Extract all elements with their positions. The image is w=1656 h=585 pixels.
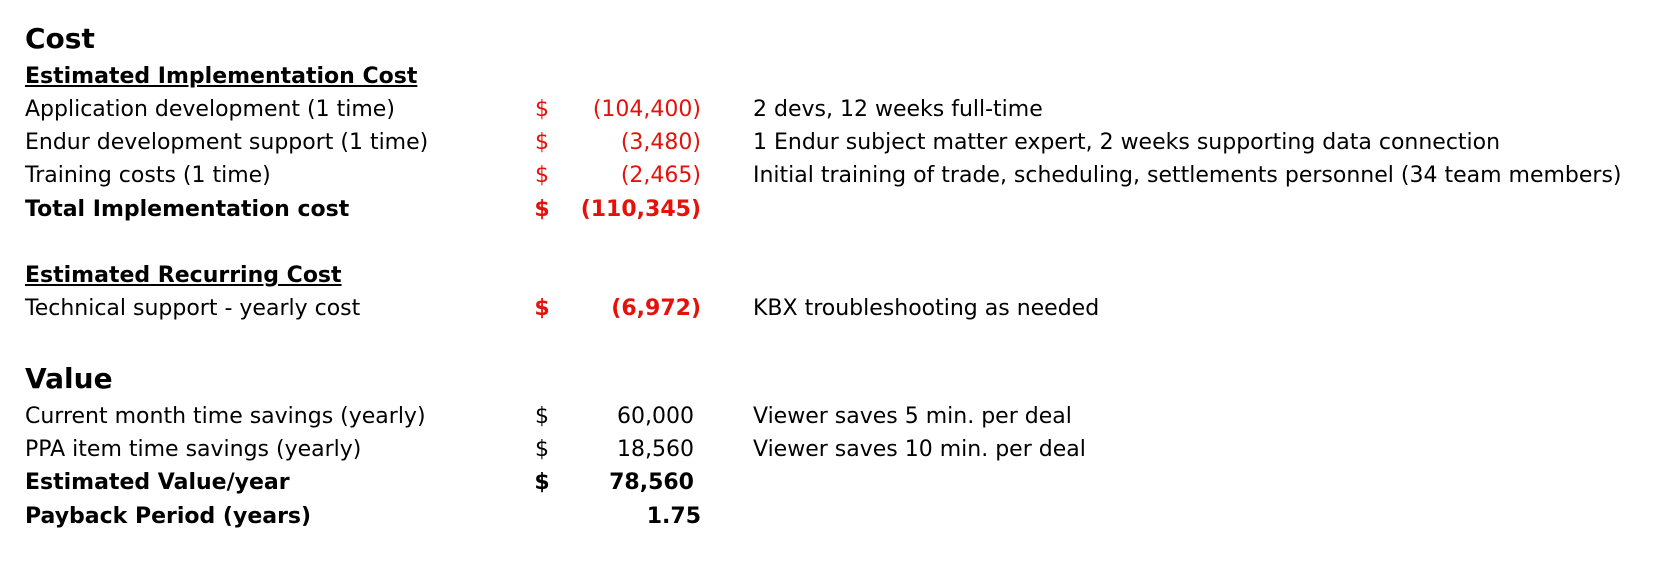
row-amount: (6,972) <box>611 296 701 321</box>
payback-period-row: Payback Period (years) 1.75 <box>0 500 1656 534</box>
row-note: 2 devs, 12 weeks full-time <box>753 97 1043 122</box>
row-note: Viewer saves 5 min. per deal <box>753 404 1072 429</box>
row-label: Estimated Value/year <box>25 470 290 495</box>
currency-symbol: $ <box>535 163 549 188</box>
cost-row-training: Training costs (1 time) $ (2,465) Initia… <box>0 159 1656 193</box>
row-note: Initial training of trade, scheduling, s… <box>753 163 1622 188</box>
row-amount: 60,000 <box>617 404 694 429</box>
row-label: Payback Period (years) <box>25 504 312 529</box>
value-heading: Value <box>25 362 113 395</box>
cost-row-technical-support: Technical support - yearly cost $ (6,972… <box>0 292 1656 326</box>
row-amount: 78,560 <box>609 470 694 495</box>
cost-row-endur-support: Endur development support (1 time) $ (3,… <box>0 126 1656 160</box>
currency-symbol: $ <box>535 404 549 429</box>
row-note: KBX troubleshooting as needed <box>753 296 1100 321</box>
currency-symbol: $ <box>535 437 549 462</box>
value-row-current-month: Current month time savings (yearly) $ 60… <box>0 400 1656 434</box>
implementation-cost-subheading: Estimated Implementation Cost <box>25 64 418 89</box>
row-amount: 1.75 <box>646 504 701 529</box>
row-amount: (2,465) <box>620 163 701 188</box>
row-amount: (110,345) <box>580 197 701 222</box>
row-note: 1 Endur subject matter expert, 2 weeks s… <box>753 130 1501 155</box>
currency-symbol: $ <box>534 470 550 495</box>
row-label: Training costs (1 time) <box>25 163 271 188</box>
recurring-cost-subheading: Estimated Recurring Cost <box>25 263 342 288</box>
cost-heading: Cost <box>25 22 95 55</box>
row-label: Total Implementation cost <box>25 197 350 222</box>
row-label: Application development (1 time) <box>25 97 395 122</box>
currency-symbol: $ <box>535 97 549 122</box>
currency-symbol: $ <box>534 296 550 321</box>
currency-symbol: $ <box>534 197 550 222</box>
value-row-ppa-item: PPA item time savings (yearly) $ 18,560 … <box>0 433 1656 467</box>
estimated-value-row: Estimated Value/year $ 78,560 <box>0 466 1656 500</box>
row-amount: (3,480) <box>620 130 701 155</box>
row-note: Viewer saves 10 min. per deal <box>753 437 1086 462</box>
row-label: Endur development support (1 time) <box>25 130 429 155</box>
row-label: Technical support - yearly cost <box>25 296 361 321</box>
total-implementation-row: Total Implementation cost $ (110,345) <box>0 193 1656 227</box>
row-amount: (104,400) <box>592 97 701 122</box>
row-label: PPA item time savings (yearly) <box>25 437 362 462</box>
row-amount: 18,560 <box>617 437 694 462</box>
cost-row-application-development: Application development (1 time) $ (104,… <box>0 93 1656 127</box>
row-label: Current month time savings (yearly) <box>25 404 426 429</box>
currency-symbol: $ <box>535 130 549 155</box>
